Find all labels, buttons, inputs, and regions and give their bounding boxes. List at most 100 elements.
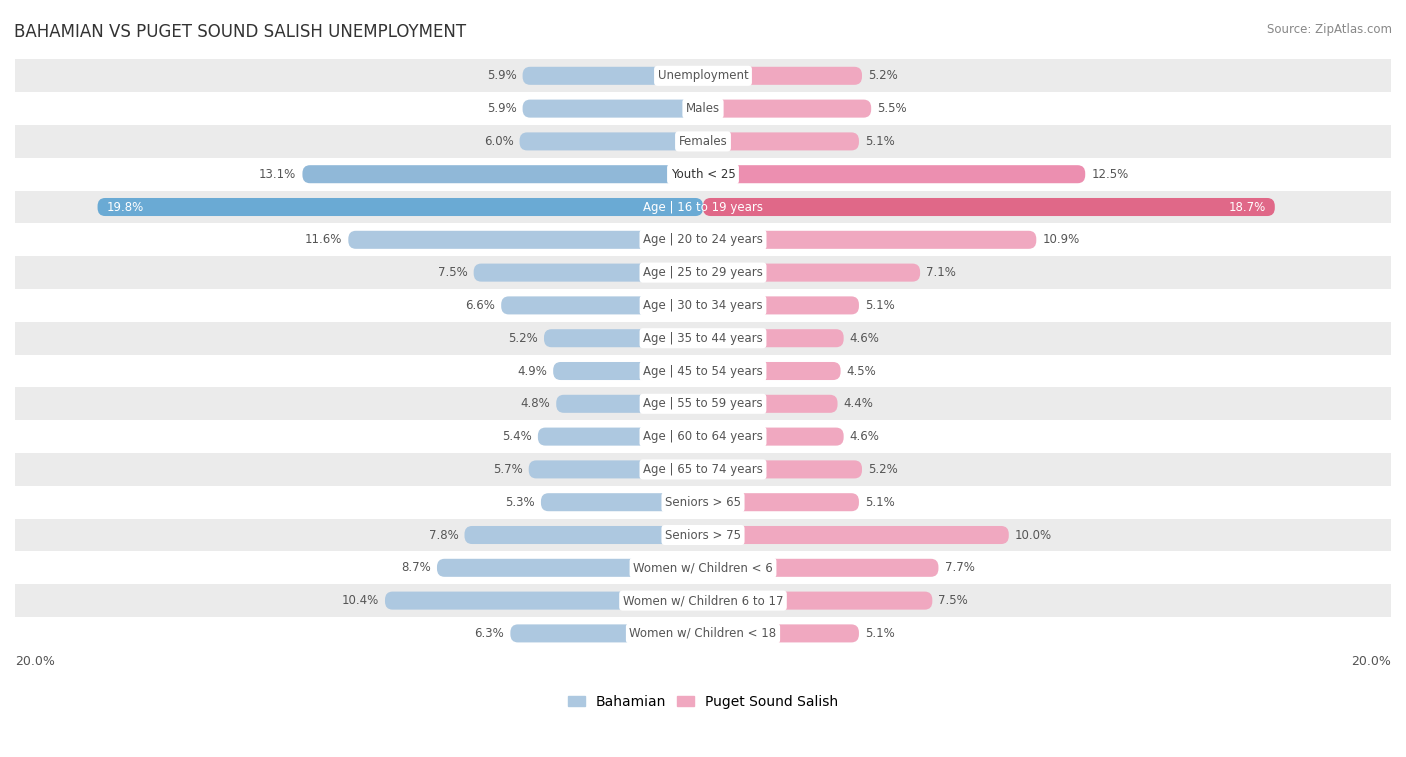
Legend: Bahamian, Puget Sound Salish: Bahamian, Puget Sound Salish (562, 690, 844, 715)
Text: Age | 20 to 24 years: Age | 20 to 24 years (643, 233, 763, 246)
Bar (15, 92, 1391, 125)
Text: Women w/ Children < 18: Women w/ Children < 18 (630, 627, 776, 640)
FancyBboxPatch shape (703, 526, 1008, 544)
Text: Age | 16 to 19 years: Age | 16 to 19 years (643, 201, 763, 213)
FancyBboxPatch shape (703, 395, 838, 413)
Bar (15, 191, 1391, 223)
Text: 5.3%: 5.3% (505, 496, 534, 509)
FancyBboxPatch shape (553, 362, 703, 380)
FancyBboxPatch shape (523, 100, 703, 117)
FancyBboxPatch shape (703, 559, 938, 577)
Text: 6.0%: 6.0% (484, 135, 513, 148)
FancyBboxPatch shape (703, 132, 859, 151)
Bar (15, 519, 1391, 551)
Text: Age | 35 to 44 years: Age | 35 to 44 years (643, 332, 763, 344)
FancyBboxPatch shape (302, 165, 703, 183)
FancyBboxPatch shape (703, 591, 932, 609)
FancyBboxPatch shape (703, 67, 862, 85)
Text: Males: Males (686, 102, 720, 115)
FancyBboxPatch shape (97, 198, 703, 216)
Text: Females: Females (679, 135, 727, 148)
FancyBboxPatch shape (523, 67, 703, 85)
Text: 5.2%: 5.2% (868, 463, 898, 476)
FancyBboxPatch shape (703, 198, 1275, 216)
Text: 5.5%: 5.5% (877, 102, 907, 115)
Text: 4.5%: 4.5% (846, 365, 876, 378)
FancyBboxPatch shape (703, 625, 859, 643)
Text: BAHAMIAN VS PUGET SOUND SALISH UNEMPLOYMENT: BAHAMIAN VS PUGET SOUND SALISH UNEMPLOYM… (14, 23, 467, 41)
Text: Women w/ Children 6 to 17: Women w/ Children 6 to 17 (623, 594, 783, 607)
Bar (15, 157, 1391, 191)
Text: Seniors > 75: Seniors > 75 (665, 528, 741, 541)
Text: 4.8%: 4.8% (520, 397, 550, 410)
Text: 5.1%: 5.1% (865, 299, 894, 312)
FancyBboxPatch shape (703, 428, 844, 446)
FancyBboxPatch shape (703, 100, 872, 117)
Bar (15, 453, 1391, 486)
Text: 7.7%: 7.7% (945, 561, 974, 575)
Text: 5.7%: 5.7% (494, 463, 523, 476)
Text: 11.6%: 11.6% (305, 233, 342, 246)
Bar (15, 322, 1391, 354)
FancyBboxPatch shape (541, 494, 703, 511)
Bar (15, 617, 1391, 650)
FancyBboxPatch shape (510, 625, 703, 643)
Text: Age | 65 to 74 years: Age | 65 to 74 years (643, 463, 763, 476)
Text: 20.0%: 20.0% (15, 655, 55, 668)
Text: Source: ZipAtlas.com: Source: ZipAtlas.com (1267, 23, 1392, 36)
FancyBboxPatch shape (437, 559, 703, 577)
FancyBboxPatch shape (703, 494, 859, 511)
Text: 5.1%: 5.1% (865, 627, 894, 640)
FancyBboxPatch shape (538, 428, 703, 446)
Bar (15, 388, 1391, 420)
Text: 8.7%: 8.7% (401, 561, 430, 575)
Bar (15, 584, 1391, 617)
FancyBboxPatch shape (703, 329, 844, 347)
FancyBboxPatch shape (703, 460, 862, 478)
Text: Youth < 25: Youth < 25 (671, 168, 735, 181)
Text: Women w/ Children < 6: Women w/ Children < 6 (633, 561, 773, 575)
Bar (15, 223, 1391, 256)
FancyBboxPatch shape (529, 460, 703, 478)
Text: 6.3%: 6.3% (474, 627, 505, 640)
FancyBboxPatch shape (703, 165, 1085, 183)
FancyBboxPatch shape (703, 297, 859, 314)
FancyBboxPatch shape (474, 263, 703, 282)
Text: Age | 55 to 59 years: Age | 55 to 59 years (643, 397, 763, 410)
FancyBboxPatch shape (703, 263, 920, 282)
Text: 7.5%: 7.5% (938, 594, 969, 607)
Text: 7.1%: 7.1% (927, 266, 956, 279)
FancyBboxPatch shape (501, 297, 703, 314)
Text: 10.0%: 10.0% (1015, 528, 1052, 541)
Text: Age | 30 to 34 years: Age | 30 to 34 years (643, 299, 763, 312)
Text: 4.6%: 4.6% (849, 430, 880, 443)
Bar (15, 354, 1391, 388)
Text: 10.4%: 10.4% (342, 594, 378, 607)
Text: 5.4%: 5.4% (502, 430, 531, 443)
FancyBboxPatch shape (520, 132, 703, 151)
FancyBboxPatch shape (703, 231, 1036, 249)
Bar (15, 486, 1391, 519)
Text: 5.9%: 5.9% (486, 70, 516, 83)
Text: 6.6%: 6.6% (465, 299, 495, 312)
Text: 10.9%: 10.9% (1042, 233, 1080, 246)
Text: 18.7%: 18.7% (1229, 201, 1265, 213)
Bar (15, 289, 1391, 322)
FancyBboxPatch shape (385, 591, 703, 609)
Text: 4.9%: 4.9% (517, 365, 547, 378)
Text: 5.1%: 5.1% (865, 135, 894, 148)
Text: 5.9%: 5.9% (486, 102, 516, 115)
FancyBboxPatch shape (703, 362, 841, 380)
Bar (15, 125, 1391, 157)
FancyBboxPatch shape (544, 329, 703, 347)
Text: 20.0%: 20.0% (1351, 655, 1391, 668)
Bar (15, 59, 1391, 92)
Text: 5.2%: 5.2% (508, 332, 538, 344)
Text: 13.1%: 13.1% (259, 168, 297, 181)
FancyBboxPatch shape (557, 395, 703, 413)
Text: 19.8%: 19.8% (107, 201, 143, 213)
Text: Unemployment: Unemployment (658, 70, 748, 83)
Text: Age | 45 to 54 years: Age | 45 to 54 years (643, 365, 763, 378)
Text: 7.8%: 7.8% (429, 528, 458, 541)
Text: 4.4%: 4.4% (844, 397, 873, 410)
